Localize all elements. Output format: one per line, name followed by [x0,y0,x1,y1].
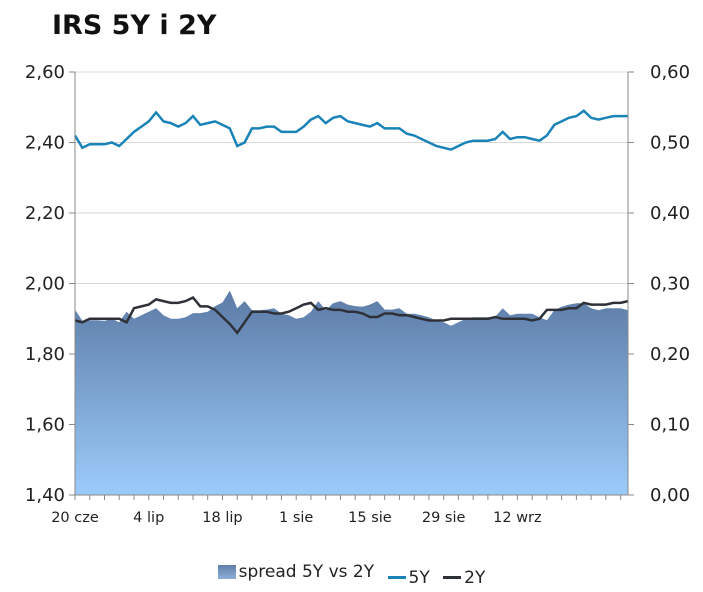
spread-area [75,290,628,495]
legend-swatch-2y [443,576,462,579]
series-line-5y [73,109,628,151]
chart-svg: 2,60 2,40 2,20 2,00 1,80 1,60 1,40 0,60 0,50 0,4… [25,62,690,526]
legend-swatch-spread [217,565,236,579]
right-tick-label: 0,10 [650,415,690,436]
legend-label-spread: spread 5Y vs 2Y [238,562,375,582]
legend: spread 5Y vs 2Y 5Y 2Y [0,562,703,588]
left-tick-label: 2,20 [25,203,65,224]
x-tick-label: 15 sie [348,510,392,526]
legend-label-5y: 5Y [408,567,430,588]
right-tick-label: 0,30 [650,274,690,295]
left-tick-label: 2,00 [25,274,65,295]
left-tick-label: 1,40 [25,485,65,506]
x-tick-label: 18 lip [202,510,242,526]
chart-title: IRS 5Y i 2Y [52,10,217,41]
left-tick-label: 1,60 [25,415,65,436]
x-tick-label: 12 wrz [493,510,542,526]
right-tick-label: 0,50 [650,133,690,154]
x-tick-label: 20 cze [51,510,99,526]
right-tick-label: 0,40 [650,203,690,224]
x-tick-label: 1 sie [279,510,313,526]
x-tick-label: 29 sie [422,510,466,526]
left-tick-label: 1,80 [25,344,65,365]
legend-label-2y: 2Y [464,567,486,588]
left-tick-label: 2,40 [25,133,65,154]
left-axis-ticks: 2,60 2,40 2,20 2,00 1,80 1,60 1,40 [25,62,75,506]
series-line-2y [74,296,629,335]
right-tick-label: 0,20 [650,344,690,365]
x-tick-label: 4 lip [133,510,164,526]
legend-swatch-5y [387,576,406,579]
legend-item-2y: 2Y [443,568,485,588]
legend-item-5y: 5Y [387,567,430,588]
right-tick-label: 0,00 [650,485,690,506]
right-axis-ticks: 0,60 0,50 0,40 0,30 0,20 0,10 0,00 [628,62,690,506]
right-tick-label: 0,60 [650,62,690,83]
left-tick-label: 2,60 [25,62,65,83]
x-axis-ticks: 20 cze 4 lip 18 lip 1 sie 15 sie 29 sie 12 wrz [51,495,622,526]
legend-item-spread: spread 5Y vs 2Y [217,562,375,582]
